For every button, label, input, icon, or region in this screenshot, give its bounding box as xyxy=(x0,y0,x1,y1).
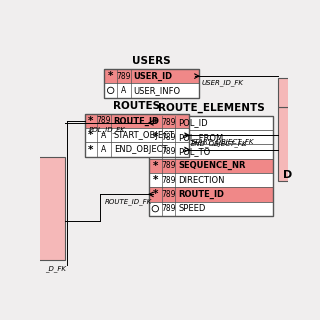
Text: *: * xyxy=(88,130,93,140)
Text: *: * xyxy=(108,71,113,81)
Bar xyxy=(104,69,199,98)
Text: A: A xyxy=(121,86,126,95)
Text: END_OBJECT_FK: END_OBJECT_FK xyxy=(191,140,248,147)
Text: *: * xyxy=(153,132,158,142)
Bar xyxy=(84,128,189,142)
Text: START_OBJECT_FK: START_OBJECT_FK xyxy=(191,138,255,145)
Text: POL_ID_FK: POL_ID_FK xyxy=(89,127,125,133)
Text: USER_INFO: USER_INFO xyxy=(133,86,180,95)
Bar xyxy=(149,202,273,216)
Text: *: * xyxy=(153,175,158,185)
Bar xyxy=(149,187,273,202)
Bar xyxy=(104,69,199,83)
Text: USERS: USERS xyxy=(132,56,171,66)
Text: ROUTE_ID: ROUTE_ID xyxy=(178,190,224,199)
Bar xyxy=(84,114,189,157)
Circle shape xyxy=(152,148,158,155)
Circle shape xyxy=(152,205,158,212)
Bar xyxy=(149,144,273,159)
Text: ROUTE_ID: ROUTE_ID xyxy=(114,116,160,125)
Text: ROUTES: ROUTES xyxy=(113,101,160,111)
Text: 789: 789 xyxy=(161,161,176,170)
Text: SEQUENCE_NR: SEQUENCE_NR xyxy=(178,161,246,170)
Circle shape xyxy=(108,87,114,93)
Bar xyxy=(104,83,199,98)
Text: A: A xyxy=(101,145,107,154)
Bar xyxy=(278,108,298,181)
Text: 789: 789 xyxy=(97,116,111,125)
Bar xyxy=(149,130,273,144)
Text: *: * xyxy=(153,189,158,199)
Text: START_OBJECT: START_OBJECT xyxy=(114,131,175,140)
Text: 789: 789 xyxy=(161,133,176,142)
Text: DIRECTION: DIRECTION xyxy=(178,176,225,185)
Text: ROUTE_ID_FK: ROUTE_ID_FK xyxy=(104,198,152,205)
Text: END_OBJECT: END_OBJECT xyxy=(114,145,167,154)
Text: 789: 789 xyxy=(161,176,176,185)
Text: 789: 789 xyxy=(161,204,176,213)
Text: POL_TO: POL_TO xyxy=(178,147,210,156)
Text: *: * xyxy=(88,145,93,155)
Text: 789: 789 xyxy=(116,72,131,81)
Bar xyxy=(149,116,273,130)
Text: POL_ID: POL_ID xyxy=(178,118,208,127)
Bar xyxy=(30,157,65,260)
Text: 789: 789 xyxy=(161,118,176,127)
Text: _D_FK: _D_FK xyxy=(45,266,66,272)
Text: A: A xyxy=(101,131,107,140)
Text: USER_ID_FK: USER_ID_FK xyxy=(201,79,243,86)
Bar xyxy=(149,159,273,173)
Bar xyxy=(278,78,298,108)
Bar xyxy=(149,116,273,216)
Bar xyxy=(84,114,189,128)
Text: 789: 789 xyxy=(161,147,176,156)
Text: *: * xyxy=(153,161,158,171)
Text: POL_FROM: POL_FROM xyxy=(178,133,223,142)
Text: 789: 789 xyxy=(161,190,176,199)
Text: *: * xyxy=(153,118,158,128)
Text: USER_ID: USER_ID xyxy=(133,72,172,81)
Text: *: * xyxy=(88,116,93,126)
Text: D: D xyxy=(284,170,292,180)
Bar xyxy=(149,173,273,187)
Bar xyxy=(84,142,189,157)
Text: SPEED: SPEED xyxy=(178,204,205,213)
Text: ROUTE_ELEMENTS: ROUTE_ELEMENTS xyxy=(158,102,265,113)
